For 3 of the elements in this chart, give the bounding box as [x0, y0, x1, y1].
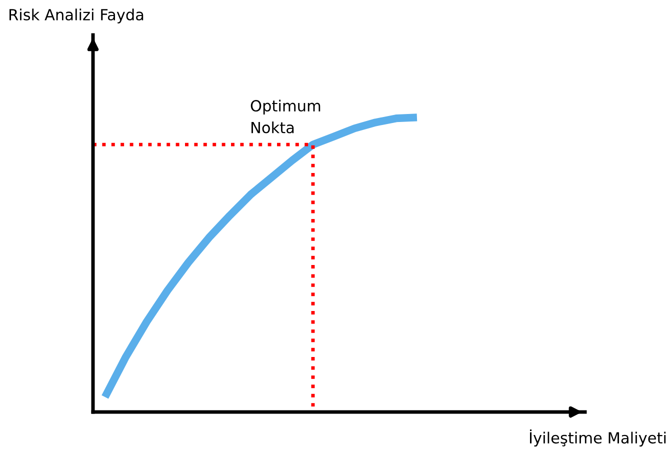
text: İyileştime Maliyeti — [530, 429, 666, 447]
text: Risk Analizi Fayda — [10, 8, 144, 24]
annotation: Optimum Nokta — [250, 100, 320, 134]
